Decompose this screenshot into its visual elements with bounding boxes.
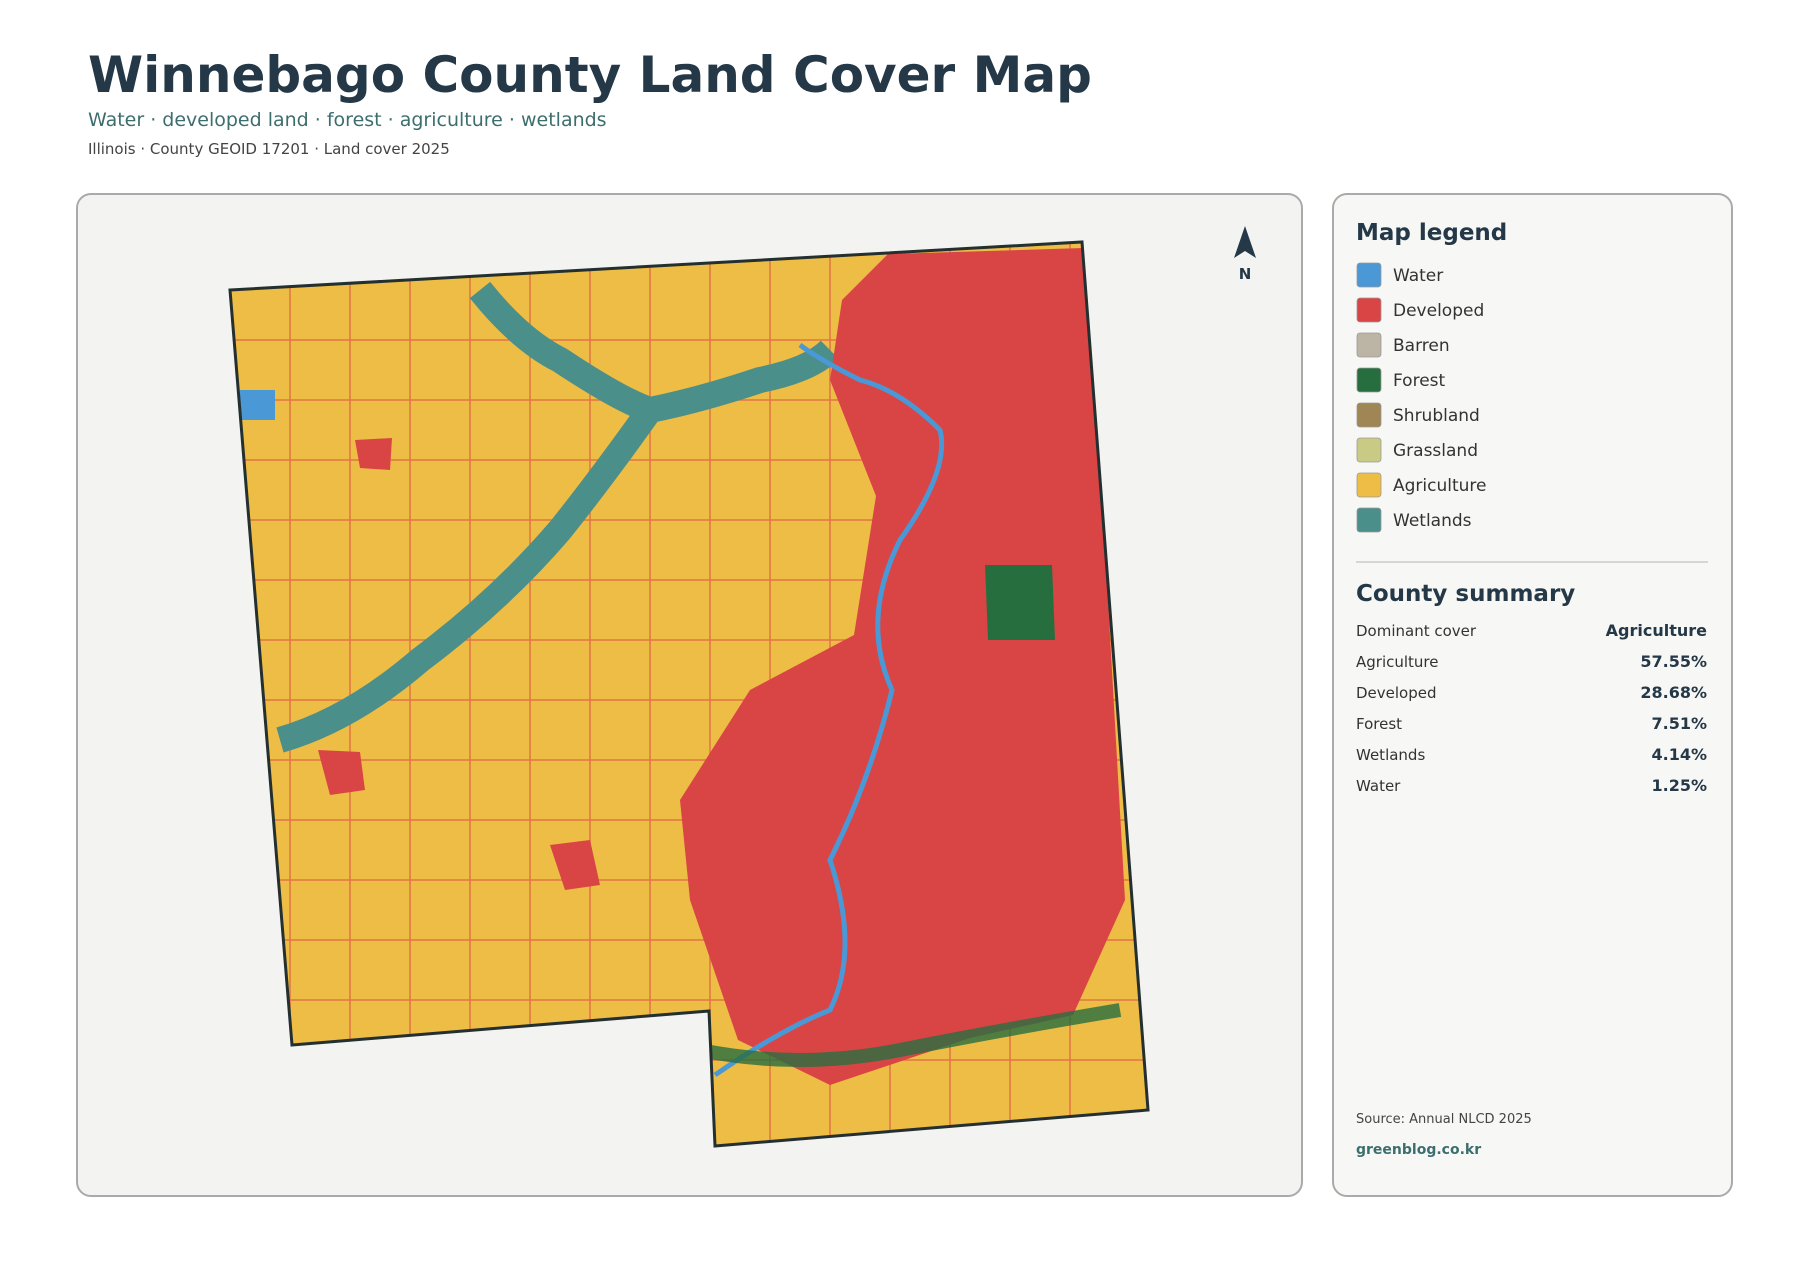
legend-label: Wetlands bbox=[1393, 511, 1472, 531]
title: Winnebago County Land Cover Map bbox=[88, 46, 1092, 104]
legend-swatch bbox=[1356, 297, 1382, 323]
legend-label: Shrubland bbox=[1393, 406, 1480, 426]
legend-label: Developed bbox=[1393, 301, 1484, 321]
summary-value: 4.14% bbox=[1651, 745, 1707, 764]
forest-patch bbox=[985, 565, 1055, 640]
summary-label: Forest bbox=[1356, 715, 1402, 733]
county-outline bbox=[228, 240, 1150, 1148]
site: greenblog.co.kr bbox=[1356, 1142, 1481, 1158]
meta: Illinois · County GEOID 17201 · Land cov… bbox=[88, 140, 450, 158]
summary-label: Developed bbox=[1356, 684, 1437, 702]
legend: Water Developed Barren Forest Shrubland Grass… bbox=[1356, 262, 1487, 533]
legend-swatch bbox=[1356, 437, 1382, 463]
legend-panel bbox=[1332, 193, 1733, 1197]
water-patch bbox=[240, 390, 275, 420]
wetlands-corridor bbox=[276, 281, 840, 753]
summary-label: Water bbox=[1356, 777, 1401, 795]
developed-patch bbox=[318, 750, 365, 795]
summary-label: Agriculture bbox=[1356, 653, 1439, 671]
summary-label: Wetlands bbox=[1356, 746, 1425, 764]
summary-value: 28.68% bbox=[1640, 683, 1707, 702]
summary: Dominant cover Agriculture Agriculture 57.5… bbox=[1356, 621, 1707, 795]
legend-title: Map legend bbox=[1356, 220, 1507, 246]
legend-swatch bbox=[1356, 472, 1382, 498]
legend-label: Barren bbox=[1393, 336, 1450, 356]
legend-swatch bbox=[1356, 402, 1382, 428]
legend-label: Forest bbox=[1393, 371, 1446, 391]
river bbox=[713, 342, 945, 1078]
summary-value: Agriculture bbox=[1606, 621, 1708, 640]
legend-label: Grassland bbox=[1393, 441, 1478, 461]
north-label: N bbox=[1239, 265, 1252, 283]
north-arrow bbox=[1234, 226, 1256, 258]
legend-swatch bbox=[1356, 262, 1382, 288]
forest-strip bbox=[698, 1003, 1122, 1067]
summary-value: 1.25% bbox=[1651, 776, 1707, 795]
legend-swatch bbox=[1356, 367, 1382, 393]
summary-value: 7.51% bbox=[1651, 714, 1707, 733]
county-map: N bbox=[228, 226, 1256, 1148]
legend-swatch bbox=[1356, 507, 1382, 533]
summary-label: Dominant cover bbox=[1356, 622, 1477, 640]
source: Source: Annual NLCD 2025 bbox=[1356, 1112, 1532, 1127]
legend-swatch bbox=[1356, 332, 1382, 358]
developed-patch bbox=[550, 840, 600, 890]
legend-label: Water bbox=[1393, 266, 1443, 286]
developed-patch bbox=[355, 438, 392, 470]
summary-title: County summary bbox=[1356, 581, 1575, 607]
subtitle: Water · developed land · forest · agricu… bbox=[88, 109, 607, 131]
summary-value: 57.55% bbox=[1640, 652, 1707, 671]
developed-area bbox=[680, 248, 1125, 1085]
legend-label: Agriculture bbox=[1393, 476, 1487, 496]
